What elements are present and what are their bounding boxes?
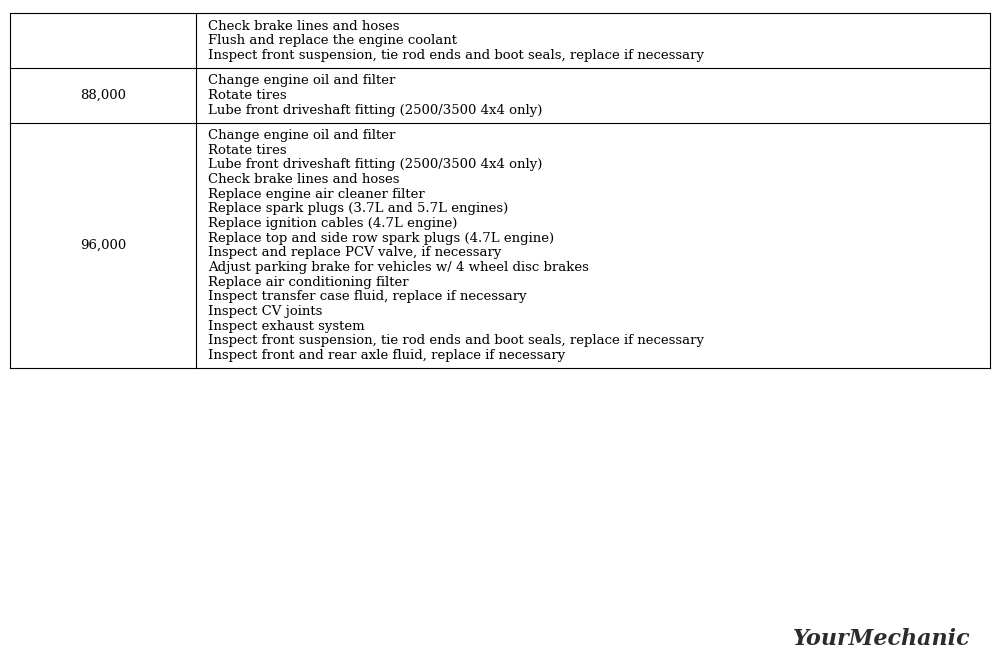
- Text: Lube front driveshaft fitting (2500/3500 4x4 only): Lube front driveshaft fitting (2500/3500…: [208, 103, 543, 117]
- Text: Inspect CV joints: Inspect CV joints: [208, 305, 323, 318]
- Text: Inspect front and rear axle fluid, replace if necessary: Inspect front and rear axle fluid, repla…: [208, 349, 565, 362]
- Text: YourMechanic: YourMechanic: [792, 628, 970, 650]
- Text: Change engine oil and filter: Change engine oil and filter: [208, 129, 396, 142]
- Text: Lube front driveshaft fitting (2500/3500 4x4 only): Lube front driveshaft fitting (2500/3500…: [208, 158, 543, 171]
- Text: Check brake lines and hoses: Check brake lines and hoses: [208, 173, 400, 186]
- Text: Replace spark plugs (3.7L and 5.7L engines): Replace spark plugs (3.7L and 5.7L engin…: [208, 202, 508, 215]
- Text: Inspect front suspension, tie rod ends and boot seals, replace if necessary: Inspect front suspension, tie rod ends a…: [208, 334, 704, 348]
- Text: Replace engine air cleaner filter: Replace engine air cleaner filter: [208, 187, 425, 201]
- Text: Replace top and side row spark plugs (4.7L engine): Replace top and side row spark plugs (4.…: [208, 231, 554, 245]
- Text: Change engine oil and filter: Change engine oil and filter: [208, 74, 396, 87]
- Text: Replace ignition cables (4.7L engine): Replace ignition cables (4.7L engine): [208, 217, 458, 230]
- Text: Adjust parking brake for vehicles w/ 4 wheel disc brakes: Adjust parking brake for vehicles w/ 4 w…: [208, 261, 589, 274]
- Text: Inspect and replace PCV valve, if necessary: Inspect and replace PCV valve, if necess…: [208, 246, 502, 259]
- Text: Inspect exhaust system: Inspect exhaust system: [208, 319, 365, 333]
- Text: 88,000: 88,000: [80, 89, 126, 102]
- Text: Check brake lines and hoses: Check brake lines and hoses: [208, 19, 400, 33]
- Text: Replace air conditioning filter: Replace air conditioning filter: [208, 275, 409, 289]
- Text: Rotate tires: Rotate tires: [208, 143, 287, 157]
- Text: Flush and replace the engine coolant: Flush and replace the engine coolant: [208, 34, 457, 47]
- Text: 96,000: 96,000: [80, 239, 126, 252]
- Text: Inspect transfer case fluid, replace if necessary: Inspect transfer case fluid, replace if …: [208, 290, 527, 303]
- Text: Inspect front suspension, tie rod ends and boot seals, replace if necessary: Inspect front suspension, tie rod ends a…: [208, 49, 704, 62]
- Text: Rotate tires: Rotate tires: [208, 89, 287, 102]
